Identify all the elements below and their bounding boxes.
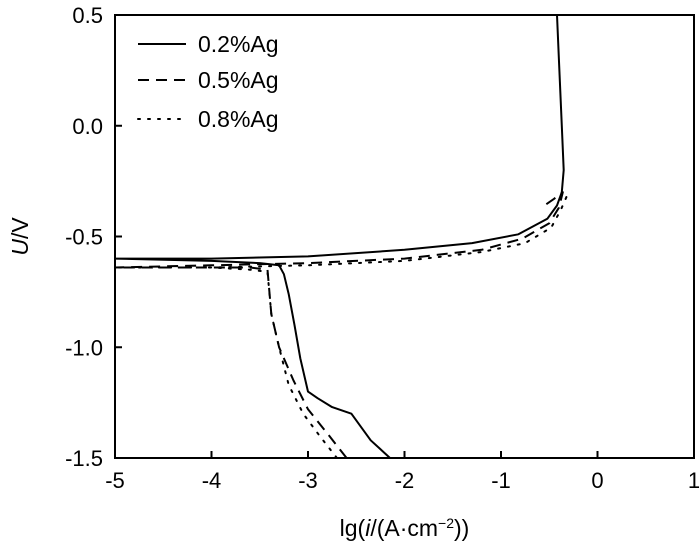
legend-label-2: 0.8%Ag — [198, 106, 279, 132]
y-tick-label: -0.5 — [65, 225, 103, 250]
series-line-1 — [114, 191, 564, 459]
x-axis-title: lg(i/(A·cm−2)) — [340, 515, 470, 541]
x-tick-label: -1 — [491, 468, 511, 493]
x-axis-title-post: /(A·cm — [370, 515, 438, 541]
x-axis-title-end: )) — [454, 515, 469, 541]
x-tick-label: -3 — [298, 468, 318, 493]
x-axis-title-italic: i — [365, 515, 371, 541]
series-line-2 — [114, 195, 568, 459]
y-tick-label: 0.5 — [72, 3, 103, 28]
x-tick-label: -4 — [202, 468, 222, 493]
x-axis-title-pre: lg( — [340, 515, 366, 541]
series-line-0 — [114, 14, 565, 459]
x-tick-label: 0 — [591, 468, 603, 493]
x-tick-label: 1 — [688, 468, 700, 493]
series-layer — [114, 14, 568, 459]
y-tick-label: -1.5 — [65, 446, 103, 471]
x-axis-title-sup: −2 — [438, 515, 454, 531]
legend-label-0: 0.2%Ag — [198, 31, 279, 57]
x-tick-label: -5 — [105, 468, 125, 493]
legend: 0.2%Ag 0.5%Ag 0.8%Ag — [137, 31, 279, 132]
x-tick-label: -2 — [395, 468, 415, 493]
y-axis-title: U/V — [7, 217, 33, 256]
y-axis-title-italic: U — [7, 239, 33, 256]
y-axis-title-post: /V — [7, 217, 33, 239]
ticks-layer: -5 -4 -3 -2 -1 0 1 -1.5 -1.0 -0.5 0.0 0.5 — [65, 3, 700, 493]
legend-label-1: 0.5%Ag — [198, 67, 279, 93]
y-tick-label: 0.0 — [72, 114, 103, 139]
y-tick-label: -1.0 — [65, 335, 103, 360]
